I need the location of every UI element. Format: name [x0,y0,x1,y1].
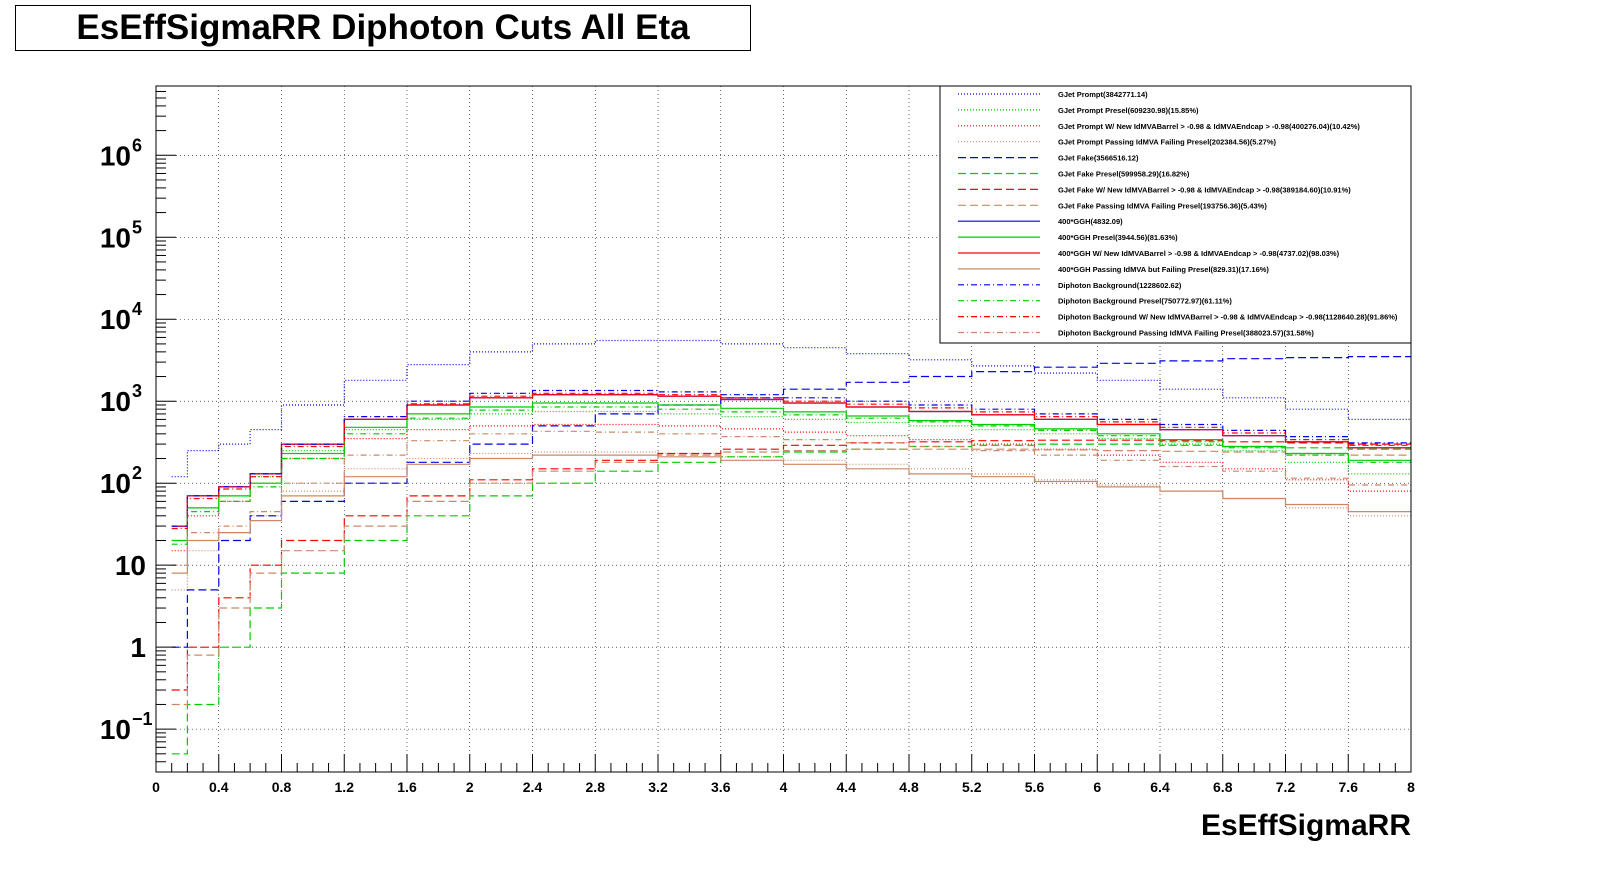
series-line-12 [171,454,1411,574]
y-tick-exponent: 4 [132,299,142,319]
x-tick-label: 8 [1407,779,1415,795]
x-tick-label: 1.6 [397,779,417,795]
x-tick-label: 0 [152,779,160,795]
legend-label: 400*GGH W/ New IdMVABarrel > -0.98 & IdM… [1058,249,1340,258]
x-tick-label: 3.2 [648,779,668,795]
x-tick-label: 2.4 [523,779,543,795]
chart-title-box: EsEffSigmaRR Diphoton Cuts All Eta [15,5,751,51]
x-tick-label: 2 [466,779,474,795]
series-line-4 [171,451,1411,591]
series-line-1 [171,339,1411,478]
legend-label: GJet Prompt W/ New IdMVABarrel > -0.98 &… [1058,122,1360,131]
legend-label: GJet Fake Presel(599958.29)(16.82%) [1058,170,1190,179]
series-line-6 [171,443,1411,755]
legend-label: GJet Fake(3566516.12) [1058,154,1139,163]
series-line-3 [171,423,1411,552]
legend-label: Diphoton Background W/ New IdMVABarrel >… [1058,313,1398,322]
y-tick-exponent: 3 [132,381,142,401]
x-tick-label: 6.4 [1150,779,1170,795]
legend-label: Diphoton Background Presel(750772.97)(61… [1058,297,1232,306]
y-tick-label: 10 [100,468,131,499]
series-line-15 [171,392,1411,530]
series-line-5 [171,356,1411,648]
y-tick-label: 1 [130,632,146,663]
x-tick-label: 6 [1093,779,1101,795]
axis-ticks [155,85,1412,773]
series-line-14 [171,406,1411,545]
x-tick-label: 7.2 [1276,779,1296,795]
legend-label: 400*GGH Passing IdMVA but Failing Presel… [1058,265,1269,274]
x-tick-label: 5.2 [962,779,982,795]
series-line-8 [171,448,1411,706]
x-tick-labels: 0 0.4 0.8 1.2 1.6 2 2.4 2.8 3.2 3.6 4 4.4 4.8 5.2 5.6 6… [152,779,1415,795]
x-tick-label: 6.8 [1213,779,1233,795]
x-tick-label: 0.4 [209,779,229,795]
x-axis-label: EsEffSigmaRR [1201,809,1411,842]
legend-label: 400*GGH(4832.09) [1058,217,1123,226]
legend-label: GJet Prompt Presel(609230.98)(15.85%) [1058,106,1199,115]
x-tick-label: 0.8 [272,779,292,795]
series-line-2 [171,410,1411,542]
x-tick-label: 5.6 [1025,779,1045,795]
legend: GJet Prompt(3842771.14) GJet Prompt Prese… [939,85,1412,344]
y-tick-label: 10 [100,222,131,253]
legend-entries: GJet Prompt(3842771.14) GJet Prompt Prese… [958,90,1398,338]
y-tick-exponent: 5 [132,217,142,237]
legend-label: Diphoton Background Passing IdMVA Failin… [1058,329,1314,338]
legend-label: GJet Prompt Passing IdMVA Failing Presel… [1058,138,1276,147]
x-tick-label: 7.6 [1339,779,1359,795]
legend-label: Diphoton Background(1228602.62) [1058,281,1182,290]
series-line-7 [171,439,1411,691]
x-tick-label: 2.8 [586,779,606,795]
y-tick-exponent: −1 [132,709,153,729]
y-tick-label: 10 [100,386,131,417]
y-tick-label: 10 [115,550,146,581]
legend-label: GJet Fake Passing IdMVA Failing Presel(1… [1058,201,1267,210]
x-tick-label: 1.2 [335,779,355,795]
y-tick-label: 10 [100,140,131,171]
x-tick-label: 4 [780,779,788,795]
legend-label: 400*GGH Presel(3944.56)(81.63%) [1058,233,1178,242]
legend-label: GJet Prompt(3842771.14) [1058,90,1148,99]
chart-title: EsEffSigmaRR Diphoton Cuts All Eta [76,8,690,47]
series-layer [171,339,1411,755]
x-tick-label: 4.4 [837,779,857,795]
x-tick-label: 4.8 [899,779,919,795]
y-tick-exponent: 2 [132,463,142,483]
legend-box [939,85,1412,344]
y-tick-exponent: 6 [132,135,142,155]
x-tick-label: 3.6 [711,779,731,795]
series-line-13 [171,389,1411,527]
y-tick-label: 10 [100,304,131,335]
y-tick-label: 10 [100,714,131,745]
legend-label: GJet Fake W/ New IdMVABarrel > -0.98 & I… [1058,185,1351,194]
